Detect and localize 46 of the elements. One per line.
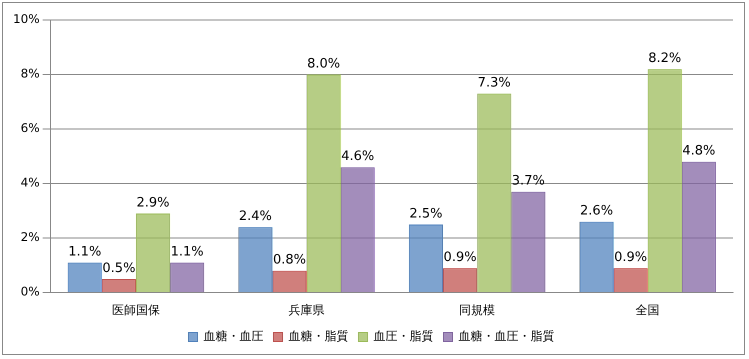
bar bbox=[238, 227, 272, 292]
data-label: 0.5% bbox=[102, 260, 136, 276]
bar bbox=[443, 268, 478, 292]
y-tick-label: 8% bbox=[20, 66, 40, 81]
x-tick-label: 全国 bbox=[636, 302, 660, 317]
y-tick-label: 6% bbox=[20, 121, 40, 136]
bar bbox=[579, 222, 614, 292]
legend-label: 血圧・脂質 bbox=[374, 329, 434, 344]
data-label: 8.0% bbox=[307, 56, 340, 72]
data-label: 2.6% bbox=[580, 204, 614, 219]
data-label: 1.1% bbox=[68, 244, 102, 260]
legend-label: 血糖・脂質 bbox=[288, 329, 348, 344]
data-label: 1.1% bbox=[170, 244, 204, 260]
data-label: 4.8% bbox=[682, 144, 716, 159]
data-label: 2.4% bbox=[238, 209, 272, 224]
bar bbox=[408, 224, 444, 292]
bar bbox=[170, 262, 204, 292]
data-label: 7.3% bbox=[478, 75, 511, 90]
bar bbox=[272, 270, 307, 292]
data-label: 0.9% bbox=[444, 250, 477, 265]
x-tick-label: 兵庫県 bbox=[288, 302, 325, 317]
data-label: 8.2% bbox=[648, 50, 682, 66]
legend-label: 血糖・血圧・脂質 bbox=[458, 329, 554, 344]
data-label: 4.6% bbox=[341, 149, 374, 164]
y-tick-label: 4% bbox=[20, 176, 40, 190]
bar bbox=[682, 162, 716, 292]
y-tick-label: 0% bbox=[20, 284, 40, 299]
data-label: 0.8% bbox=[272, 252, 306, 268]
bar bbox=[136, 214, 170, 292]
data-label: 0.9% bbox=[614, 250, 648, 265]
bar bbox=[340, 167, 375, 292]
x-tick-label: 同規模 bbox=[459, 302, 496, 317]
data-label: 2.9% bbox=[136, 195, 170, 210]
bar bbox=[477, 94, 512, 292]
data-label: 3.7% bbox=[512, 174, 545, 189]
data-label: 2.5% bbox=[409, 206, 442, 222]
bar bbox=[614, 268, 648, 292]
legend-label: 血糖・血圧 bbox=[204, 329, 264, 344]
bar bbox=[511, 192, 546, 292]
bar bbox=[306, 74, 341, 292]
y-tick-label: 2% bbox=[20, 230, 40, 244]
bar bbox=[68, 262, 102, 292]
bar bbox=[648, 69, 682, 292]
y-tick-label: 10% bbox=[13, 12, 40, 26]
x-tick-label: 医師国保 bbox=[112, 302, 160, 317]
bar bbox=[102, 278, 136, 292]
